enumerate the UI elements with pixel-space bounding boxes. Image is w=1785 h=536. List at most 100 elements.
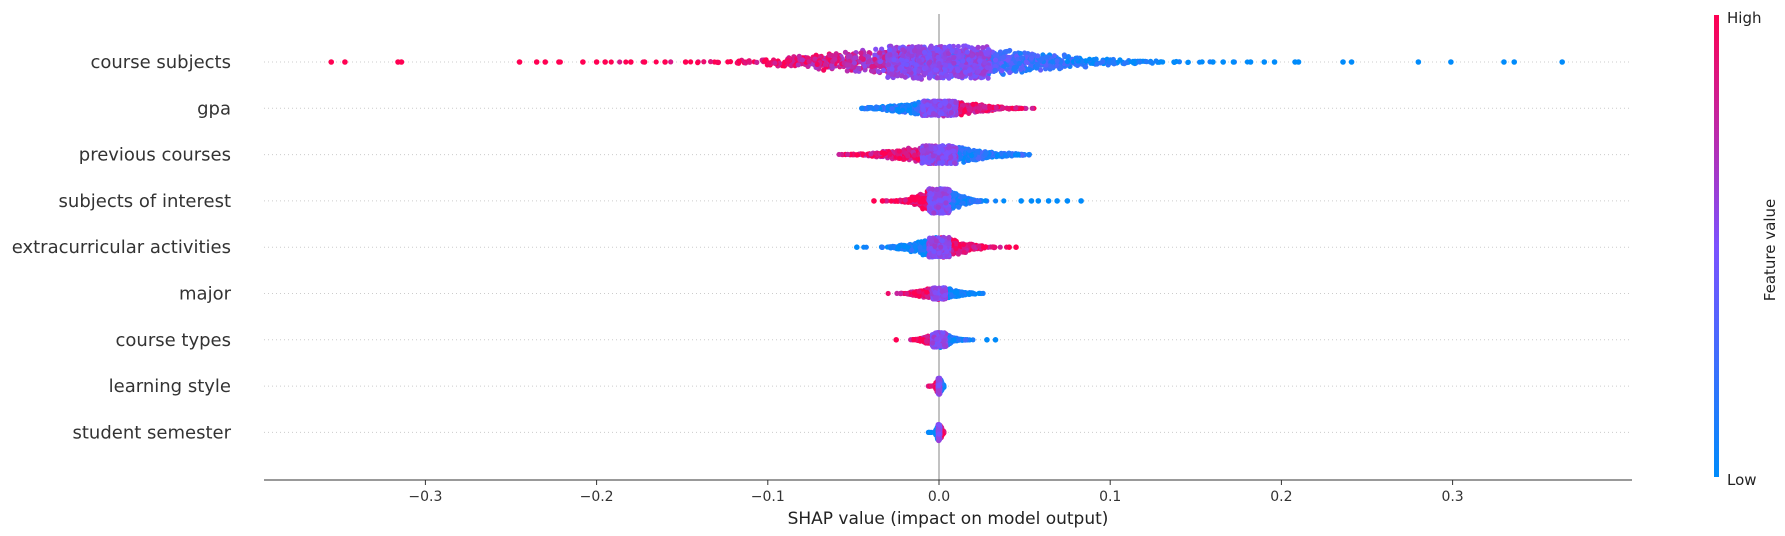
shap-point bbox=[899, 73, 905, 79]
shap-point bbox=[799, 57, 806, 63]
shap-point bbox=[1004, 48, 1010, 55]
shap-point bbox=[1005, 105, 1011, 112]
shap-point-outlier bbox=[398, 59, 405, 65]
shap-point bbox=[827, 52, 833, 58]
shap-point bbox=[951, 160, 958, 166]
shap-point bbox=[927, 45, 933, 51]
shap-point bbox=[950, 43, 957, 49]
shap-point bbox=[865, 59, 871, 65]
shap-point bbox=[1027, 67, 1033, 73]
shap-point bbox=[873, 46, 879, 52]
shap-point bbox=[754, 59, 760, 65]
shap-point-outlier bbox=[1295, 59, 1302, 65]
shap-point bbox=[951, 54, 957, 61]
shap-point bbox=[960, 58, 966, 64]
shap-point bbox=[877, 58, 883, 65]
shap-point bbox=[869, 63, 875, 70]
shap-point-outlier bbox=[328, 59, 335, 65]
shap-point bbox=[983, 150, 989, 156]
shap-point-outlier bbox=[641, 59, 648, 65]
shap-point bbox=[1083, 64, 1089, 70]
shap-point bbox=[926, 60, 932, 66]
shap-point-outlier bbox=[1559, 59, 1565, 65]
shap-point bbox=[873, 104, 879, 110]
shap-point bbox=[981, 104, 988, 110]
shap-point bbox=[887, 151, 893, 157]
shap-point-outlier bbox=[1210, 59, 1216, 65]
shap-point bbox=[900, 52, 906, 59]
shap-point bbox=[1054, 58, 1060, 64]
shap-point bbox=[1028, 55, 1034, 61]
shap-point bbox=[967, 107, 973, 113]
shap-point-outlier bbox=[542, 59, 549, 65]
shap-point bbox=[896, 148, 902, 154]
shap-point bbox=[905, 153, 911, 159]
shap-point bbox=[842, 49, 849, 55]
shap-point bbox=[879, 150, 885, 156]
shap-point bbox=[911, 47, 918, 54]
feature-points bbox=[871, 186, 1084, 216]
shap-point-outlier bbox=[628, 59, 634, 65]
shap-point bbox=[993, 104, 999, 110]
shap-point bbox=[736, 58, 742, 65]
shap-point bbox=[992, 67, 998, 73]
shap-point-outlier bbox=[1448, 59, 1454, 65]
shap-point bbox=[862, 63, 868, 69]
shap-point bbox=[969, 52, 975, 59]
shap-point bbox=[1093, 56, 1099, 62]
shap-point bbox=[795, 62, 801, 68]
shap-point bbox=[766, 60, 772, 66]
shap-point bbox=[856, 65, 862, 71]
shap-point bbox=[772, 60, 778, 66]
shap-point bbox=[1005, 57, 1011, 63]
shap-point bbox=[978, 50, 984, 57]
shap-point bbox=[1090, 60, 1096, 66]
shap-point bbox=[653, 59, 659, 65]
shap-point bbox=[930, 111, 937, 117]
shap-point-outlier bbox=[1271, 59, 1278, 65]
shap-point-outlier bbox=[682, 59, 689, 65]
shap-point bbox=[897, 155, 903, 162]
shap-point bbox=[962, 108, 968, 114]
shap-point bbox=[923, 65, 929, 71]
shap-point bbox=[912, 102, 918, 108]
shap-point-outlier bbox=[342, 59, 348, 65]
shap-point bbox=[952, 105, 958, 111]
shap-point bbox=[1121, 61, 1127, 67]
shap-point bbox=[924, 102, 931, 108]
shap-point bbox=[915, 44, 922, 50]
shap-point bbox=[921, 49, 928, 55]
shap-point bbox=[1129, 59, 1135, 65]
feature-points bbox=[859, 98, 1037, 119]
shap-point bbox=[922, 70, 928, 76]
shap-point bbox=[836, 151, 842, 158]
shap-point bbox=[948, 109, 954, 116]
shap-point bbox=[844, 62, 850, 68]
feature-points bbox=[328, 43, 1565, 82]
shap-point bbox=[966, 57, 972, 63]
shap-point bbox=[935, 149, 942, 156]
shap-point bbox=[904, 62, 910, 68]
shap-point bbox=[688, 59, 694, 65]
shap-point bbox=[1064, 58, 1071, 65]
shap-point bbox=[993, 198, 999, 204]
shap-point bbox=[623, 59, 629, 65]
shap-point bbox=[994, 152, 1000, 159]
shap-point-outlier bbox=[1511, 59, 1518, 65]
shap-point bbox=[858, 55, 864, 61]
shap-point-outlier bbox=[533, 59, 540, 65]
shap-point bbox=[947, 43, 953, 49]
shap-point bbox=[858, 50, 864, 56]
shap-point bbox=[932, 98, 938, 104]
shap-point bbox=[1086, 56, 1093, 62]
shap-point bbox=[913, 62, 919, 68]
shap-point bbox=[608, 59, 614, 65]
shap-point bbox=[987, 104, 993, 111]
shap-point bbox=[872, 52, 878, 58]
shap-point bbox=[617, 59, 623, 65]
shap-point bbox=[851, 60, 858, 66]
shap-point bbox=[953, 100, 959, 106]
shap-point bbox=[784, 58, 790, 64]
shap-point bbox=[906, 67, 912, 73]
shap-point bbox=[868, 151, 874, 157]
